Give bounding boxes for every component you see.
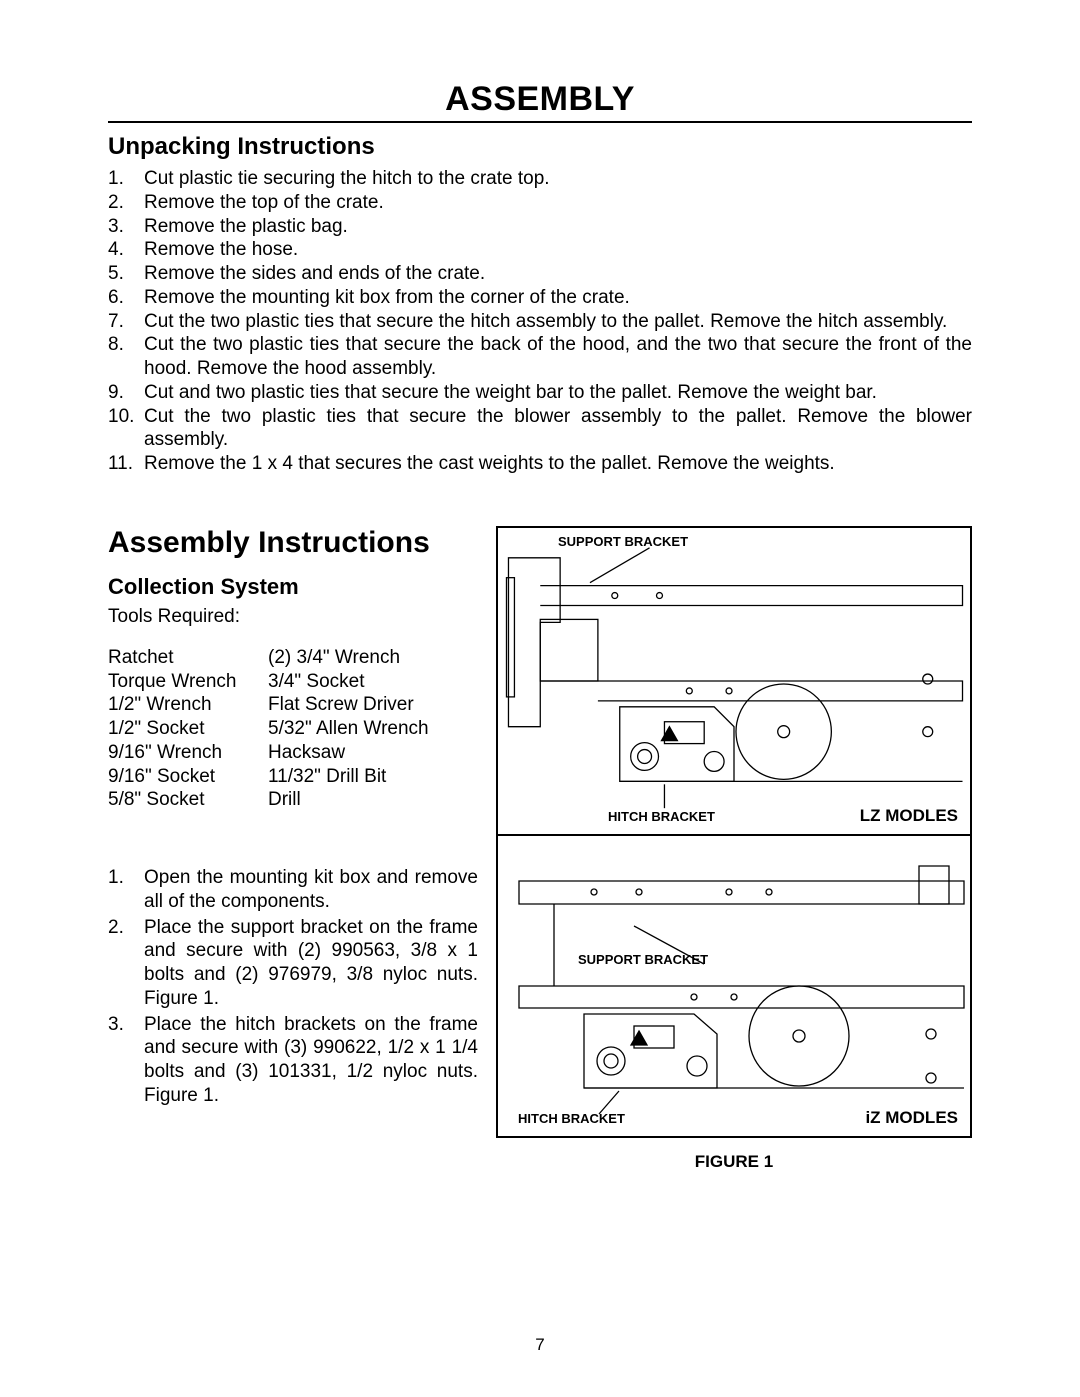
unpack-item: 2.Remove the top of the crate. xyxy=(108,191,972,215)
unpack-item: 6.Remove the mounting kit box from the c… xyxy=(108,286,972,310)
iz-model-label: iZ MODLES xyxy=(865,1108,958,1128)
lz-diagram xyxy=(498,528,970,834)
tool-item: Torque Wrench xyxy=(108,670,268,694)
unpack-item: 4.Remove the hose. xyxy=(108,238,972,262)
tool-item: 5/32" Allen Wrench xyxy=(268,717,478,741)
title-rule xyxy=(108,121,972,123)
assembly-step: 1.Open the mounting kit box and remove a… xyxy=(108,866,478,914)
unpack-item: 1.Cut plastic tie securing the hitch to … xyxy=(108,167,972,191)
tool-item: Hacksaw xyxy=(268,741,478,765)
unpack-item: 7.Cut the two plastic ties that secure t… xyxy=(108,310,972,334)
tools-required-label: Tools Required: xyxy=(108,606,478,628)
unpacking-heading: Unpacking Instructions xyxy=(108,133,972,161)
figure-iz: SUPPORT BRACKET HITCH BRACKET iZ MODLES xyxy=(498,836,970,1136)
tool-item: 1/2" Socket xyxy=(108,717,268,741)
tool-item: 9/16" Socket xyxy=(108,765,268,789)
unpack-item: 11.Remove the 1 x 4 that secures the cas… xyxy=(108,452,972,476)
page-number: 7 xyxy=(0,1335,1080,1355)
figure-1-box: SUPPORT BRACKET xyxy=(496,526,972,1138)
unpacking-list: 1.Cut plastic tie securing the hitch to … xyxy=(108,167,972,476)
assembly-step: 2.Place the support bracket on the frame… xyxy=(108,916,478,1011)
page-title: ASSEMBLY xyxy=(108,80,972,119)
lz-model-label: LZ MODLES xyxy=(860,806,958,826)
tool-item: (2) 3/4" Wrench xyxy=(268,646,478,670)
support-bracket-label: SUPPORT BRACKET xyxy=(558,534,688,549)
assembly-heading: Assembly Instructions xyxy=(108,526,478,560)
assembly-step: 3.Place the hitch brackets on the frame … xyxy=(108,1013,478,1108)
unpack-item: 8.Cut the two plastic ties that secure t… xyxy=(108,333,972,381)
support-bracket-label-2: SUPPORT BRACKET xyxy=(578,952,708,967)
tool-item: 3/4" Socket xyxy=(268,670,478,694)
assembly-steps: 1.Open the mounting kit box and remove a… xyxy=(108,866,478,1108)
tool-item: Ratchet xyxy=(108,646,268,670)
tool-item: 1/2" Wrench xyxy=(108,693,268,717)
collection-heading: Collection System xyxy=(108,574,478,600)
tool-item: Drill xyxy=(268,788,478,812)
tool-item: 9/16" Wrench xyxy=(108,741,268,765)
iz-diagram xyxy=(498,836,970,1136)
unpack-item: 5.Remove the sides and ends of the crate… xyxy=(108,262,972,286)
figure-caption: FIGURE 1 xyxy=(496,1152,972,1172)
unpack-item: 3.Remove the plastic bag. xyxy=(108,215,972,239)
tool-item: Flat Screw Driver xyxy=(268,693,478,717)
tool-item: 11/32" Drill Bit xyxy=(268,765,478,789)
figure-lz: SUPPORT BRACKET xyxy=(498,528,970,836)
unpack-item: 10.Cut the two plastic ties that secure … xyxy=(108,405,972,453)
tool-item: 5/8" Socket xyxy=(108,788,268,812)
tools-grid: Ratchet(2) 3/4" WrenchTorque Wrench3/4" … xyxy=(108,646,478,812)
unpack-item: 9.Cut and two plastic ties that secure t… xyxy=(108,381,972,405)
hitch-bracket-label: HITCH BRACKET xyxy=(608,809,715,824)
hitch-bracket-label-2: HITCH BRACKET xyxy=(518,1111,625,1126)
